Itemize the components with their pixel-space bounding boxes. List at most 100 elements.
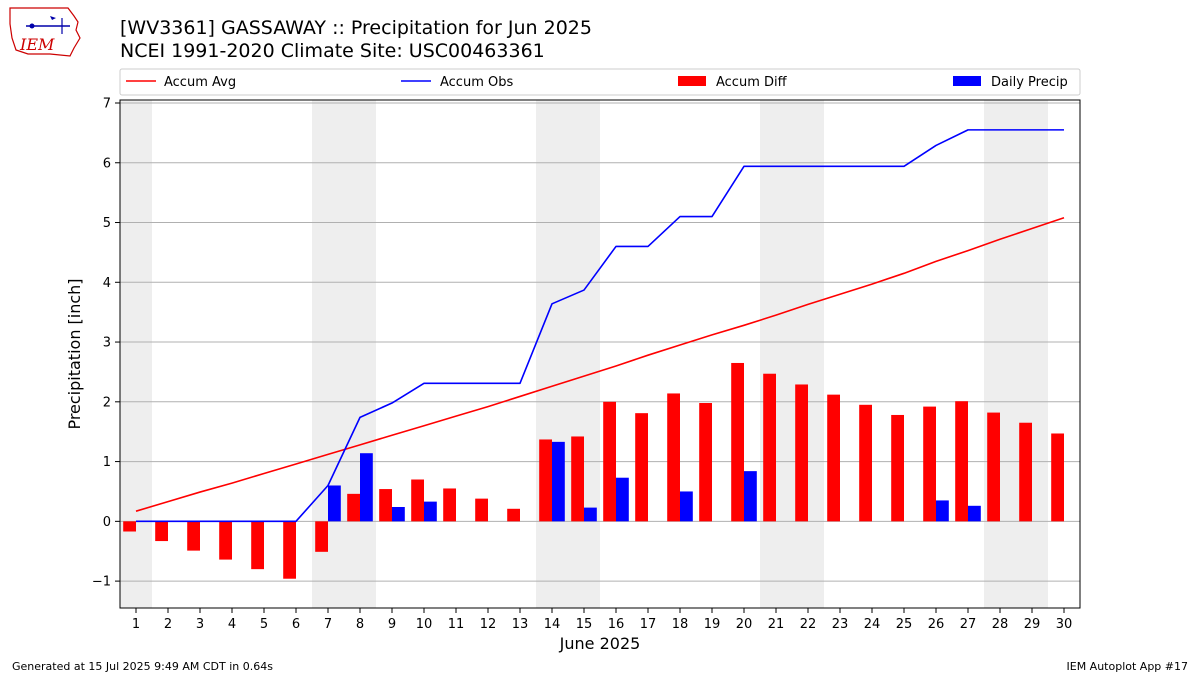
y-tick-label-7: 6 [103, 156, 111, 171]
footer-app: IEM Autoplot App #17 [1066, 660, 1189, 673]
accum-diff-bar-15 [571, 436, 584, 522]
footer-generated: Generated at 15 Jul 2025 9:49 AM CDT in … [12, 660, 273, 673]
accum-diff-bar-21 [763, 373, 776, 522]
chart-title: [WV3361] GASSAWAY :: Precipitation for J… [120, 17, 592, 39]
y-tick-label-0: −1 [92, 575, 111, 590]
daily-precip-bar-20 [744, 471, 757, 522]
accum-diff-bar-13 [507, 508, 520, 522]
accum-diff-bar-10 [411, 479, 424, 522]
y-tick-label-8: 7 [103, 96, 111, 111]
y-tick-label-5: 4 [103, 276, 111, 291]
accum-diff-bar-18 [667, 393, 680, 522]
x-tick-label-26: 27 [960, 617, 977, 632]
legend-label-accum-diff: Accum Diff [716, 75, 788, 90]
accum-diff-bar-9 [379, 489, 392, 522]
daily-precip-bar-10 [424, 501, 437, 522]
accum-diff-bar-1 [123, 521, 136, 532]
x-tick-label-10: 11 [448, 617, 465, 632]
x-tick-label-29: 30 [1056, 617, 1073, 632]
x-tick-label-4: 5 [260, 617, 268, 632]
logo-text: IEM [19, 35, 55, 54]
x-tick-label-13: 14 [544, 617, 561, 632]
x-tick-label-28: 29 [1024, 617, 1041, 632]
y-tick-label-4: 3 [103, 336, 111, 351]
accum-diff-bar-23 [827, 394, 840, 522]
iem-logo: IEM [9, 7, 81, 57]
y-tick-label-1: 0 [103, 515, 111, 530]
accum-avg-line [135, 216, 1065, 512]
daily-precip-bar-14 [552, 441, 565, 522]
accum-diff-bar-20 [731, 362, 744, 522]
x-tick-label-22: 23 [832, 617, 849, 632]
x-tick-label-6: 7 [324, 617, 332, 632]
x-tick-label-19: 20 [736, 617, 753, 632]
daily-precip-bar-16 [616, 477, 629, 522]
y-axis-label: Precipitation [inch] [65, 278, 84, 429]
x-tick-label-20: 21 [768, 617, 785, 632]
x-tick-label-8: 9 [388, 617, 396, 632]
x-tick-label-17: 18 [672, 617, 689, 632]
accum-diff-bar-12 [475, 498, 488, 522]
accum-diff-bar-26 [923, 406, 936, 522]
y-tick-label-3: 2 [103, 395, 111, 410]
x-tick-label-25: 26 [928, 617, 945, 632]
legend-swatch-accum-diff [678, 76, 706, 86]
legend-swatch-daily-precip [953, 76, 981, 86]
y-tick-label-2: 1 [103, 455, 111, 470]
daily-precip-bar-7 [328, 485, 341, 522]
daily-precip-bar-9 [392, 506, 405, 522]
legend-label-accum-avg: Accum Avg [164, 75, 236, 90]
accum-diff-bar-28 [987, 412, 1000, 522]
daily-precip-bar-18 [680, 491, 693, 522]
x-tick-label-16: 17 [640, 617, 657, 632]
accum-diff-bar-11 [443, 488, 456, 522]
accum-diff-bar-27 [955, 401, 968, 522]
x-tick-label-23: 24 [864, 617, 881, 632]
weekend-band-0 [120, 100, 152, 608]
accum-diff-bar-5 [251, 521, 264, 570]
x-tick-label-15: 16 [608, 617, 625, 632]
x-tick-label-24: 25 [896, 617, 913, 632]
accum-diff-bar-24 [859, 404, 872, 522]
accum-diff-bar-17 [635, 413, 648, 522]
accum-diff-bar-2 [155, 521, 168, 542]
weekend-band-2 [536, 100, 600, 608]
x-tick-label-0: 1 [132, 617, 140, 632]
chart-subtitle: NCEI 1991-2020 Climate Site: USC00463361 [120, 40, 545, 62]
accum-diff-bar-29 [1019, 422, 1032, 522]
x-tick-label-3: 4 [228, 617, 236, 632]
x-tick-label-21: 22 [800, 617, 817, 632]
x-tick-label-5: 6 [292, 617, 300, 632]
x-tick-label-1: 2 [164, 617, 172, 632]
x-tick-label-12: 13 [512, 617, 529, 632]
accum-diff-bar-4 [219, 521, 232, 560]
bars [123, 362, 1064, 579]
accum-diff-bar-6 [283, 521, 296, 579]
weekend-band-3 [760, 100, 824, 608]
daily-precip-bar-26 [936, 500, 949, 522]
legend-label-daily-precip: Daily Precip [991, 75, 1068, 90]
legend-frame [119, 68, 1081, 96]
accum-diff-bar-8 [347, 493, 360, 522]
x-tick-label-2: 3 [196, 617, 204, 632]
accum-diff-bar-30 [1051, 433, 1064, 522]
x-tick-label-7: 8 [356, 617, 364, 632]
accum-diff-bar-7 [315, 521, 328, 552]
x-axis-label: June 2025 [559, 634, 641, 653]
weekend-band-4 [984, 100, 1048, 608]
accum-obs-line [136, 129, 1064, 523]
y-tick-label-6: 5 [103, 216, 111, 231]
weekend-bands [120, 100, 1048, 608]
x-axis: 1 2 3 4 5 6 7 8 9 10 11 12 13 14 15 16 17 18 19 20 21 22 23 24 2… [132, 608, 1072, 632]
series-lines [135, 129, 1065, 523]
x-tick-label-11: 12 [480, 617, 497, 632]
y-axis: −1 0 1 2 3 4 5 6 7 [92, 96, 120, 590]
accum-diff-bar-22 [795, 384, 808, 522]
plot-frame [119, 99, 1081, 609]
x-tick-label-18: 19 [704, 617, 721, 632]
accum-diff-bar-19 [699, 403, 712, 522]
accum-diff-bar-3 [187, 521, 200, 551]
x-tick-label-14: 15 [576, 617, 593, 632]
daily-precip-bar-27 [968, 505, 981, 522]
